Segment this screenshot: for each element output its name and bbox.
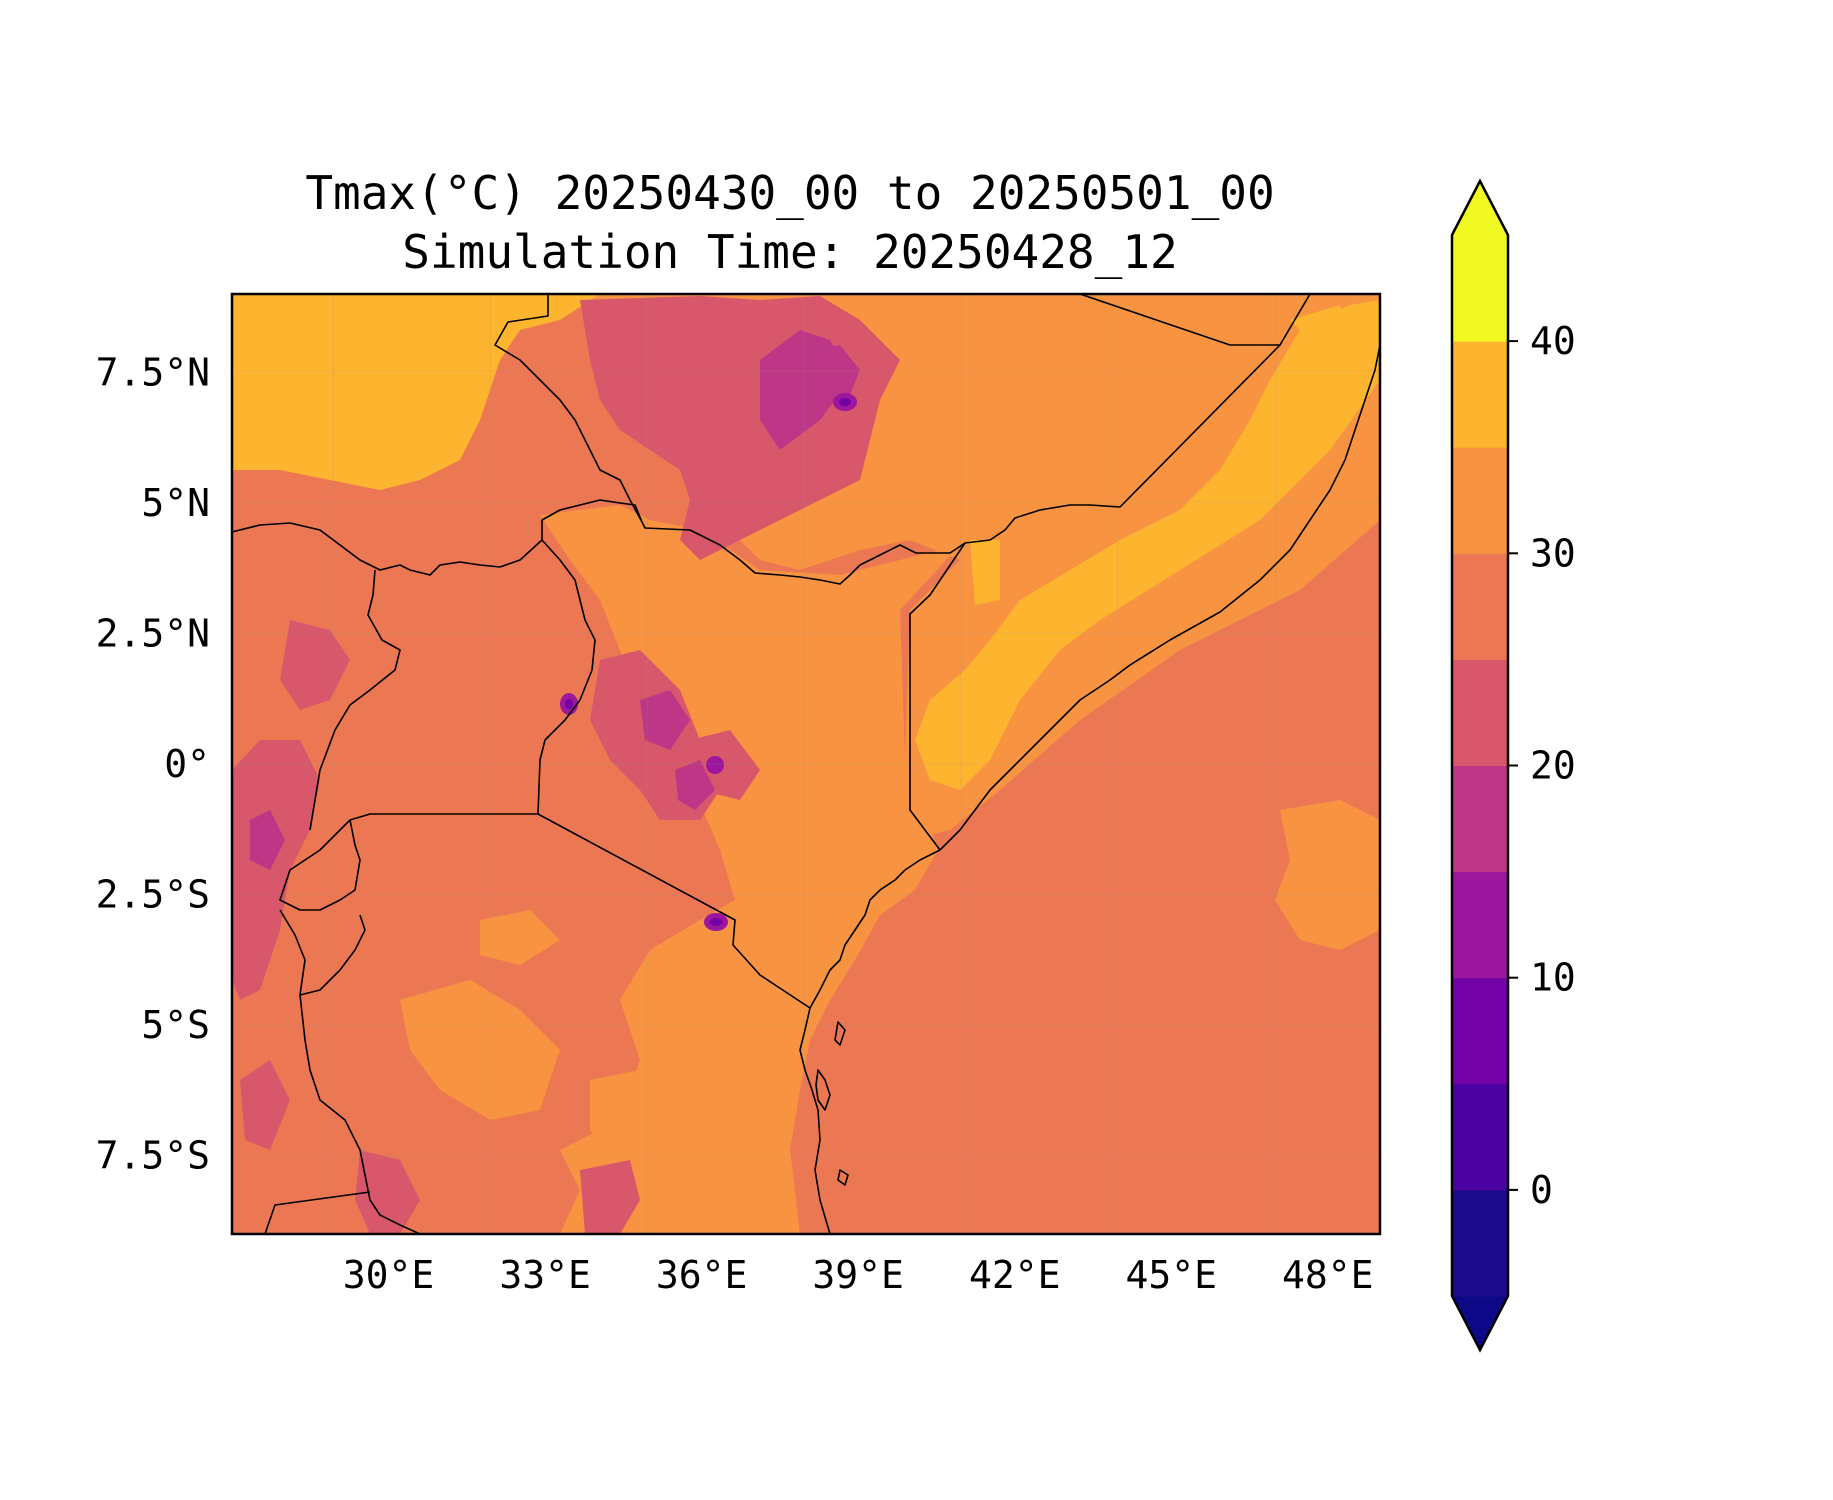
ocean-warm-patch xyxy=(1275,800,1380,950)
colorbar-segment xyxy=(1452,871,1508,979)
map-frame xyxy=(230,292,1382,1236)
y-tick-label: 2.5°N xyxy=(96,611,210,655)
y-tick-label: 2.5°S xyxy=(96,873,210,917)
y-tick-label: 7.5°N xyxy=(96,350,210,394)
colorbar-segment xyxy=(1452,977,1508,1085)
colorbar: 0 10 20 30 40 xyxy=(1450,178,1576,1353)
x-tick-label: 42°E xyxy=(969,1253,1061,1297)
colorbar-segment xyxy=(1452,235,1508,342)
y-tick-label: 5°S xyxy=(141,1003,210,1047)
colorbar-outline xyxy=(1450,178,1510,1353)
colorbar-segment xyxy=(1452,765,1508,873)
x-tick-label: 36°E xyxy=(656,1253,748,1297)
colorbar-tick-label: 30 xyxy=(1530,531,1576,575)
colorbar-tick-label: 0 xyxy=(1530,1168,1553,1212)
colorbar-segment xyxy=(1452,1083,1508,1191)
temp-band-5-10 xyxy=(565,398,851,926)
y-tick-label: 5°N xyxy=(141,481,210,525)
colorbar-extend-max xyxy=(1452,181,1508,235)
x-axis-ticks: 30°E 33°E 36°E 39°E 42°E 45°E 48°E xyxy=(343,1253,1374,1297)
colorbar-segment xyxy=(1452,447,1508,554)
y-tick-label: 0° xyxy=(164,742,210,786)
colorbar-segment xyxy=(1452,1189,1508,1297)
y-tick-label: 7.5°S xyxy=(96,1134,210,1178)
x-tick-label: 33°E xyxy=(499,1253,591,1297)
colorbar-segment xyxy=(1452,341,1508,448)
colorbar-tick-label: 40 xyxy=(1530,319,1576,363)
map-subtitle: Simulation Time: 20250428_12 xyxy=(402,225,1177,279)
x-tick-label: 39°E xyxy=(812,1253,904,1297)
colorbar-segment xyxy=(1452,659,1508,766)
temperature-map xyxy=(232,294,1380,1234)
colorbar-tick-label: 10 xyxy=(1530,956,1576,1000)
temp-band-15-20 xyxy=(250,330,860,870)
country-borders xyxy=(232,294,1380,1234)
y-axis-ticks: 7.5°N 5°N 2.5°N 0° 2.5°S 5°S 7.5°S xyxy=(96,350,210,1177)
x-tick-label: 48°E xyxy=(1282,1253,1374,1297)
x-tick-label: 30°E xyxy=(343,1253,435,1297)
colorbar-segment xyxy=(1452,553,1508,660)
colorbar-extend-min xyxy=(1452,1296,1508,1350)
x-tick-label: 45°E xyxy=(1126,1253,1218,1297)
temp-band-35-40 xyxy=(232,294,1380,790)
map-title: Tmax(°C) 20250430_00 to 20250501_00 xyxy=(305,166,1274,220)
colorbar-tick-label: 20 xyxy=(1530,744,1576,788)
